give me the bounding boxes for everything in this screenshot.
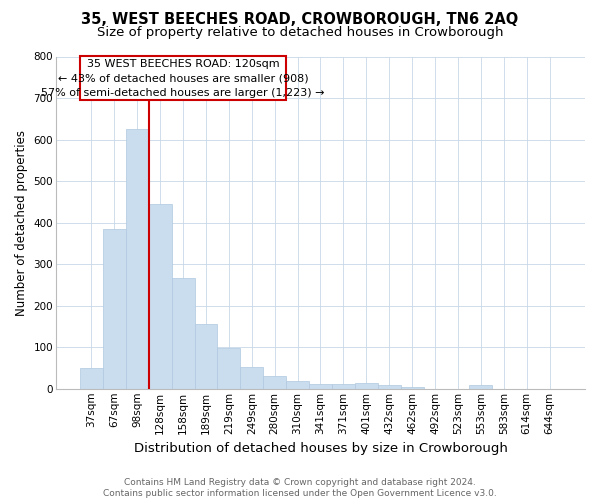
Bar [355,382,378,389]
Bar [309,384,332,389]
Y-axis label: Number of detached properties: Number of detached properties [15,130,28,316]
Bar [469,386,492,389]
Bar [149,204,172,389]
Bar [172,278,194,389]
Text: Size of property relative to detached houses in Crowborough: Size of property relative to detached ho… [97,26,503,39]
Bar [80,56,286,100]
X-axis label: Distribution of detached houses by size in Crowborough: Distribution of detached houses by size … [134,442,508,455]
Text: 35, WEST BEECHES ROAD, CROWBOROUGH, TN6 2AQ: 35, WEST BEECHES ROAD, CROWBOROUGH, TN6 … [82,12,518,28]
Bar [263,376,286,389]
Bar [332,384,355,389]
Bar [217,348,241,389]
Bar [401,386,424,389]
Bar [80,368,103,389]
Bar [241,367,263,389]
Text: Contains HM Land Registry data © Crown copyright and database right 2024.
Contai: Contains HM Land Registry data © Crown c… [103,478,497,498]
Bar [286,382,309,389]
Bar [378,386,401,389]
Bar [126,129,149,389]
Bar [103,229,126,389]
Text: 35 WEST BEECHES ROAD: 120sqm
← 43% of detached houses are smaller (908)
57% of s: 35 WEST BEECHES ROAD: 120sqm ← 43% of de… [41,58,325,98]
Bar [194,324,217,389]
